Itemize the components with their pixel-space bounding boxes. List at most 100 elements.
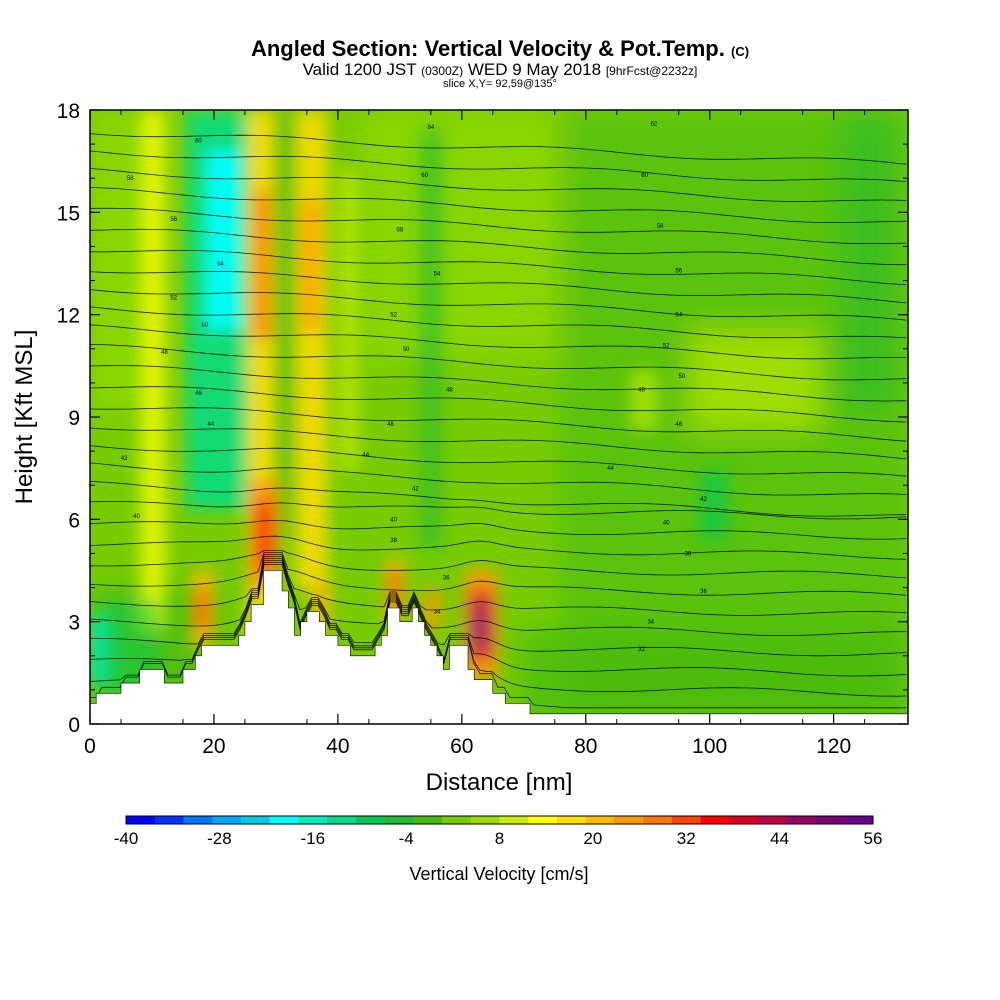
contour-label-layer: 60 58 56 54 52 50 48 46 44 42 40 64 60 58 54 52 50 48 46 44… xyxy=(121,122,708,653)
colorbar-swatch xyxy=(355,816,385,824)
contour-label: 38 xyxy=(685,551,692,557)
terrain xyxy=(90,570,908,724)
contour-label: 54 xyxy=(217,262,224,268)
contour-line xyxy=(90,365,907,402)
colorbar-swatch xyxy=(240,816,270,824)
contour-label: 62 xyxy=(651,122,658,128)
contour-line xyxy=(90,289,907,321)
contour-line xyxy=(90,481,906,517)
chart-title: Angled Section: Vertical Velocity & Pot.… xyxy=(0,36,1000,62)
contour-label: 46 xyxy=(195,391,202,397)
contour-line xyxy=(90,560,907,677)
contour-label: 64 xyxy=(427,125,434,131)
x-tick-label: 20 xyxy=(202,735,225,758)
valid-utc: (0300Z) xyxy=(421,64,464,78)
contour-label: 44 xyxy=(607,466,614,472)
colorbar: -40 -28 -16 -4 8 20 32 44 56 xyxy=(114,815,882,848)
contour-line xyxy=(90,535,907,560)
colorbar-swatch xyxy=(815,816,845,824)
band-west-yellow xyxy=(140,110,166,630)
colorbar-tick-label: -4 xyxy=(399,829,414,848)
colorbar-swatch xyxy=(585,816,615,824)
y-tick-label: 6 xyxy=(68,509,80,532)
contour-line xyxy=(90,250,907,286)
contour-label: 34 xyxy=(434,609,441,615)
band-updraft-2-yellow xyxy=(296,110,328,590)
contour-label: 34 xyxy=(647,620,654,626)
field-broad-patches xyxy=(90,110,908,720)
contour-label: 56 xyxy=(170,217,177,223)
contour-label: 56 xyxy=(675,268,682,274)
y-tick-label: 12 xyxy=(57,305,80,328)
contour-label: 58 xyxy=(127,176,134,182)
contour-label: 42 xyxy=(412,487,419,493)
contour-line xyxy=(90,133,907,165)
contour-label: 44 xyxy=(207,422,214,428)
colorbar-swatch xyxy=(844,816,874,824)
colorbar-swatch xyxy=(212,816,242,824)
contour-line xyxy=(90,228,906,266)
contour-label: 38 xyxy=(390,538,397,544)
colorbar-tick-label: 44 xyxy=(770,829,789,848)
contour-label: 48 xyxy=(638,388,645,394)
contour-label: 52 xyxy=(170,296,177,302)
contour-line xyxy=(90,558,907,657)
chart-title-text: Angled Section: Vertical Velocity & Pot.… xyxy=(250,36,725,61)
y-axis-label: Height [Kft MSL] xyxy=(11,330,38,505)
chart-subtitle-valid: Valid 1200 JST (0300Z) WED 9 May 2018 [9… xyxy=(0,60,1000,80)
band-updraft-2-orange xyxy=(302,200,320,330)
contour-line xyxy=(90,501,907,520)
contour-label: 40 xyxy=(390,517,397,523)
colorbar-tick-label: -40 xyxy=(114,829,139,848)
contour-line xyxy=(90,427,907,460)
colorbar-swatch xyxy=(614,816,644,824)
contour-label: 60 xyxy=(641,173,648,179)
contour-label: 40 xyxy=(663,521,670,527)
contour-line xyxy=(90,462,907,496)
contour-label: 52 xyxy=(390,313,397,319)
contour-label: 46 xyxy=(387,422,394,428)
contour-label: 36 xyxy=(700,589,707,595)
contour-label: 48 xyxy=(446,388,453,394)
colorbar-swatch xyxy=(556,816,586,824)
patch-mid-light xyxy=(360,110,560,360)
contour-line xyxy=(90,306,907,339)
contour-label: 60 xyxy=(195,139,202,145)
x-tick-label: 80 xyxy=(574,735,597,758)
x-axis-label: Distance [nm] xyxy=(426,769,573,796)
colorbar-swatch xyxy=(729,816,759,824)
contour-label: 50 xyxy=(403,347,410,353)
y-tick-label: 18 xyxy=(57,100,80,123)
contour-label: 48 xyxy=(161,350,168,356)
valid-time: Valid 1200 JST xyxy=(302,60,417,79)
x-tick-label: 100 xyxy=(692,735,727,758)
contour-label: 32 xyxy=(638,647,645,653)
contour-line xyxy=(90,168,907,202)
y-tick-label: 0 xyxy=(68,714,80,737)
contour-label: 54 xyxy=(675,313,682,319)
colorbar-swatch xyxy=(126,816,156,824)
colorbar-tick-label: 32 xyxy=(677,829,696,848)
colorbar-swatch xyxy=(786,816,816,824)
colorbar-frame xyxy=(125,815,874,825)
x-tick-label: 120 xyxy=(816,735,851,758)
colorbar-tick-label: -16 xyxy=(300,829,325,848)
contour-label: 58 xyxy=(397,227,404,233)
contour-line xyxy=(90,445,907,477)
contour-line xyxy=(90,550,907,579)
colorbar-swatch xyxy=(269,816,299,824)
y-tick-label: 15 xyxy=(57,202,80,225)
band-mid-yellow xyxy=(340,170,358,470)
cell-east-green xyxy=(700,470,728,540)
forecast-info: [9hrFcst@2232z] xyxy=(605,64,698,78)
colorbar-tick-label: 20 xyxy=(583,829,602,848)
patch-southeast-green xyxy=(520,630,908,720)
colorbar-swatch xyxy=(384,816,414,824)
contour-label: 60 xyxy=(421,173,428,179)
contour-label: 50 xyxy=(678,374,685,380)
colorbar-swatch xyxy=(470,816,500,824)
contour-line xyxy=(90,407,907,442)
band-mid-green xyxy=(420,130,442,550)
contour-label: 42 xyxy=(700,497,707,503)
